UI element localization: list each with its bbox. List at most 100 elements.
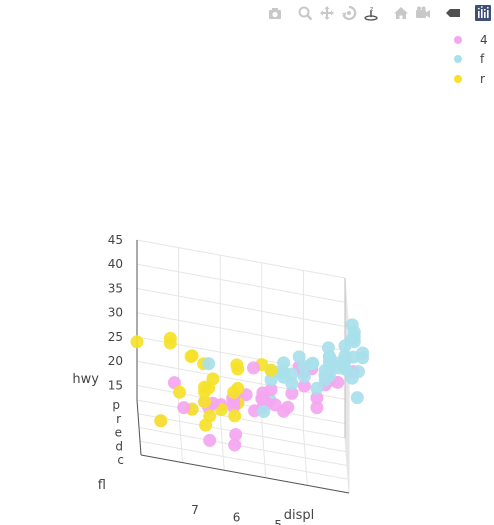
z-axis-title: hwy: [72, 372, 99, 387]
orbit-rotation-button[interactable]: [338, 3, 360, 23]
data-point-series-4[interactable]: [247, 361, 260, 375]
data-point-series-f[interactable]: [257, 405, 271, 418]
data-point-series-f[interactable]: [264, 373, 278, 387]
gridline-floor-fl: [137, 413, 347, 453]
turntable-rotation-button[interactable]: z: [360, 3, 382, 23]
camera-icon: [269, 8, 281, 19]
data-point-series-f[interactable]: [356, 346, 370, 360]
legend-label: r: [480, 71, 485, 86]
axis-labels: 15202530354045cderp765432hwyfldispl: [72, 233, 315, 525]
zoom-icon: [298, 6, 313, 21]
z-tick-label: 45: [108, 233, 123, 247]
data-point-series-f[interactable]: [318, 373, 332, 387]
hover-toggle-icon: [446, 9, 460, 17]
data-point-series-r[interactable]: [227, 385, 241, 399]
gridline-floor-fl: [136, 399, 346, 439]
z-tick-label: 40: [108, 257, 123, 271]
x-axis-title: displ: [284, 508, 315, 523]
modebar: z: [256, 3, 494, 23]
data-point-series-r[interactable]: [154, 414, 168, 428]
data-point-series-r[interactable]: [231, 362, 245, 376]
home-icon: [394, 7, 408, 19]
y-axis-line: [136, 399, 142, 456]
data-point-series-r[interactable]: [198, 395, 212, 409]
data-point-series-4[interactable]: [203, 433, 217, 447]
legend-marker: [454, 55, 462, 64]
data-point-series-4[interactable]: [227, 395, 241, 409]
svg-text:z: z: [370, 6, 373, 13]
orbit-rotation-icon: [342, 5, 357, 21]
z-tick-label: 15: [108, 378, 123, 392]
data-point-series-f[interactable]: [318, 363, 332, 377]
data-point-series-r[interactable]: [198, 380, 212, 394]
data-point-series-4[interactable]: [285, 386, 299, 400]
data-point-series-f[interactable]: [350, 391, 364, 405]
modebar-group: [472, 3, 494, 23]
data-point-series-f[interactable]: [292, 350, 306, 364]
data-point-series-f[interactable]: [345, 332, 359, 346]
data-point-series-4[interactable]: [310, 391, 324, 405]
data-point-series-4[interactable]: [248, 404, 261, 418]
gridline-back-hwy: [136, 287, 346, 327]
gridline-back-hwy: [136, 239, 346, 279]
zoom-button[interactable]: [294, 3, 316, 23]
data-point-series-4[interactable]: [297, 379, 311, 393]
modebar-group: z: [294, 3, 382, 23]
data-point-series-4[interactable]: [256, 386, 270, 400]
data-point-series-4[interactable]: [310, 401, 324, 415]
data-point-series-r[interactable]: [199, 418, 213, 432]
data-point-series-r[interactable]: [185, 349, 199, 363]
camera-last-save-button[interactable]: [412, 3, 434, 23]
data-point-series-f[interactable]: [322, 350, 336, 364]
gridline-back-hwy: [136, 263, 346, 303]
data-point-series-f[interactable]: [345, 318, 359, 332]
z-tick-label: 30: [108, 306, 123, 320]
pan-icon: [320, 6, 334, 20]
data-point-series-f[interactable]: [297, 360, 311, 374]
gridline-back-hwy: [136, 360, 346, 400]
gridline-floor-fl: [139, 440, 349, 480]
data-point-series-4[interactable]: [177, 401, 191, 415]
data-point-series-f[interactable]: [202, 357, 216, 371]
turntable-rotation-icon: z: [364, 6, 378, 21]
data-point-series-f[interactable]: [310, 381, 324, 395]
data-point-series-r[interactable]: [228, 409, 242, 423]
data-point-series-4[interactable]: [229, 428, 243, 441]
data-point-series-r[interactable]: [173, 385, 187, 399]
data-point-series-r[interactable]: [163, 336, 177, 350]
hover-toggle-button[interactable]: [442, 3, 464, 23]
y-tick-label: c: [117, 453, 124, 467]
legend-item-4[interactable]: 4: [450, 30, 488, 50]
data-point-series-4[interactable]: [167, 376, 181, 390]
data-point-series-f[interactable]: [345, 371, 359, 385]
modebar-group: [442, 3, 464, 23]
camera-button[interactable]: [264, 3, 286, 23]
y-tick-label: r: [116, 412, 121, 426]
data-point-series-4[interactable]: [228, 438, 242, 452]
y-tick-label: e: [115, 426, 122, 440]
data-point-series-f[interactable]: [297, 369, 311, 383]
plotly-logo-button[interactable]: [472, 3, 494, 23]
z-tick-label: 25: [108, 330, 123, 344]
z-tick-label: 35: [108, 281, 123, 295]
x-tick-label: 7: [191, 503, 199, 517]
x-tick-label: 5: [274, 518, 282, 525]
legend-item-f[interactable]: f: [450, 50, 488, 70]
legend-item-r[interactable]: r: [450, 69, 488, 89]
plotly-logo-icon: [475, 5, 491, 21]
legend-label: f: [480, 52, 485, 67]
pan-button[interactable]: [316, 3, 338, 23]
gridline-floor-fl: [138, 427, 348, 466]
y-tick-label: d: [115, 439, 123, 453]
legend-marker: [454, 35, 462, 44]
data-point-series-r[interactable]: [130, 335, 144, 349]
gridline-side-hwy: [344, 399, 350, 455]
data-point-series-r[interactable]: [264, 363, 278, 377]
z-tick-label: 20: [108, 354, 123, 368]
modebar-group: [264, 3, 286, 23]
x-tick-label: 6: [233, 511, 241, 525]
home-button[interactable]: [390, 3, 412, 23]
